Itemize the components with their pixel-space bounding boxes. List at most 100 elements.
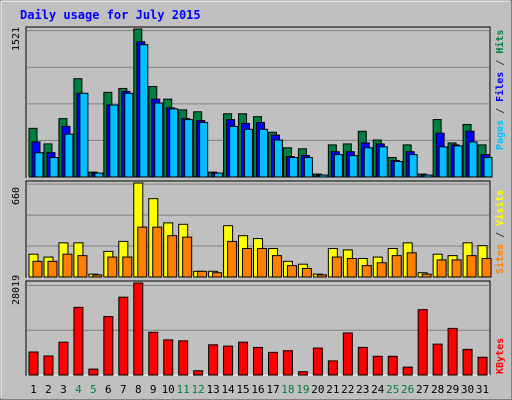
bar-kbytes-day-6 <box>103 316 114 376</box>
bar-sites-day-27 <box>421 273 432 278</box>
bar-pages-day-26 <box>408 154 418 178</box>
legend-entry-hits: Hits <box>494 30 506 54</box>
bar-sites-day-16 <box>257 248 268 278</box>
bar-pages-day-15 <box>244 128 254 178</box>
bar-sites-day-24 <box>376 262 387 278</box>
bar-pages-day-24 <box>378 146 388 178</box>
bar-sites-day-13 <box>212 272 223 278</box>
bar-pages-day-3 <box>64 133 74 178</box>
bar-pages-day-2 <box>49 157 59 178</box>
bar-kbytes-day-1 <box>28 351 39 376</box>
bar-kbytes-day-8 <box>133 282 144 376</box>
day-label-11: 11 <box>177 383 190 396</box>
day-label-19: 19 <box>296 383 309 396</box>
bar-pages-day-19 <box>303 157 313 178</box>
day-label-2: 2 <box>45 383 52 396</box>
bar-sites-day-31 <box>481 257 492 278</box>
bar-sites-day-18 <box>286 265 297 278</box>
bar-kbytes-day-4 <box>73 306 84 376</box>
day-label-15: 15 <box>236 383 249 396</box>
day-label-30: 30 <box>461 383 474 396</box>
bar-kbytes-day-19 <box>297 371 308 376</box>
day-label-9: 9 <box>150 383 157 396</box>
bar-pages-day-28 <box>438 146 448 178</box>
bar-kbytes-day-15 <box>238 341 249 376</box>
day-label-28: 28 <box>431 383 444 396</box>
bar-kbytes-day-31 <box>477 356 488 376</box>
bar-kbytes-day-10 <box>163 339 174 376</box>
bar-sites-day-10 <box>167 235 178 278</box>
bar-kbytes-day-27 <box>417 309 428 376</box>
bar-kbytes-day-5 <box>88 368 99 376</box>
bar-kbytes-day-3 <box>58 341 69 376</box>
bar-kbytes-day-2 <box>43 355 54 376</box>
bar-pages-day-20 <box>318 174 328 178</box>
bar-pages-day-23 <box>363 147 373 178</box>
bar-sites-day-2 <box>47 260 58 278</box>
legend-entry-sites: Sites <box>494 244 506 274</box>
bar-pages-day-22 <box>348 155 358 178</box>
legend-entry-slash: / <box>495 102 506 120</box>
legend-entry-visits: Visits <box>494 190 506 226</box>
bar-sites-day-26 <box>406 252 417 278</box>
bar-pages-day-8 <box>139 44 149 178</box>
bar-pages-day-4 <box>79 92 89 178</box>
bar-sites-day-28 <box>436 259 447 278</box>
bar-kbytes-day-21 <box>327 360 338 376</box>
bar-sites-day-23 <box>361 265 372 278</box>
legend-entry-files: Files <box>494 72 506 102</box>
day-label-1: 1 <box>30 383 37 396</box>
day-label-7: 7 <box>120 383 127 396</box>
day-label-23: 23 <box>356 383 369 396</box>
day-label-20: 20 <box>311 383 324 396</box>
bar-sites-day-20 <box>316 274 327 278</box>
bar-pages-day-6 <box>109 104 119 178</box>
bar-sites-day-17 <box>271 255 282 278</box>
bar-sites-day-1 <box>32 260 43 278</box>
bar-pages-day-18 <box>288 157 298 178</box>
bar-sites-day-15 <box>242 248 253 278</box>
bar-kbytes-day-24 <box>372 355 383 376</box>
bar-kbytes-day-23 <box>357 346 368 376</box>
bar-kbytes-day-26 <box>402 366 413 376</box>
bar-sites-day-9 <box>152 226 163 278</box>
bar-kbytes-day-28 <box>432 343 443 376</box>
chart-title: Daily usage for July 2015 <box>20 8 201 22</box>
bar-sites-day-11 <box>182 236 193 278</box>
bar-pages-day-5 <box>94 172 104 178</box>
bar-sites-day-4 <box>77 255 88 278</box>
max-label-hits-files-pages: 1521 <box>11 27 22 51</box>
bar-kbytes-day-14 <box>223 345 234 376</box>
bar-kbytes-day-16 <box>253 346 264 376</box>
day-label-27: 27 <box>416 383 429 396</box>
day-label-8: 8 <box>135 383 142 396</box>
bar-kbytes-day-25 <box>387 355 398 376</box>
day-label-24: 24 <box>371 383 385 396</box>
bar-pages-day-29 <box>453 145 463 178</box>
max-label-kbytes: 28019 <box>11 275 22 305</box>
bar-kbytes-day-22 <box>342 332 353 376</box>
bar-pages-day-11 <box>184 119 194 178</box>
bar-pages-day-17 <box>273 139 283 178</box>
bar-pages-day-7 <box>124 92 134 178</box>
day-label-12: 12 <box>192 383 205 396</box>
bar-sites-day-29 <box>451 259 462 278</box>
bar-sites-day-14 <box>227 240 238 278</box>
bar-sites-day-30 <box>466 255 477 278</box>
day-label-31: 31 <box>476 383 489 396</box>
bar-kbytes-day-7 <box>118 296 129 376</box>
bar-sites-day-5 <box>92 274 103 278</box>
bar-sites-day-6 <box>107 256 118 278</box>
bar-sites-day-8 <box>137 226 148 278</box>
day-label-21: 21 <box>326 383 339 396</box>
bar-kbytes-day-12 <box>193 370 204 376</box>
day-label-14: 14 <box>221 383 235 396</box>
legend-visits-sites: Sites / Visits <box>494 190 506 274</box>
bar-pages-day-30 <box>468 141 478 178</box>
bar-sites-day-12 <box>197 270 208 278</box>
bar-sites-day-21 <box>331 256 342 278</box>
day-label-4: 4 <box>75 383 82 396</box>
bar-kbytes-day-18 <box>282 350 293 376</box>
